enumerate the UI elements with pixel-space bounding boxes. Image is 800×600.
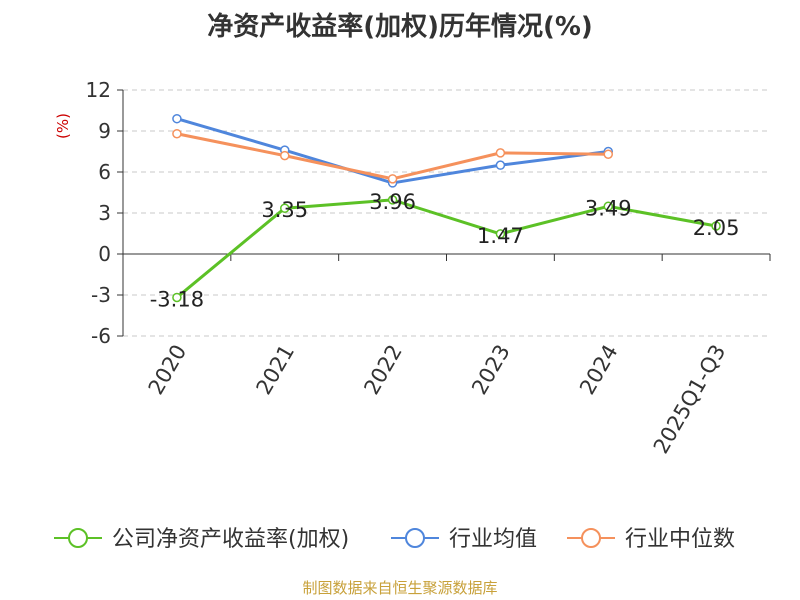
data-label: 2.05 — [693, 216, 740, 240]
legend-item-2[interactable]: 行业中位数 — [567, 527, 735, 552]
y-tick-label: 12 — [86, 78, 111, 102]
x-tick-label: 2021 — [252, 341, 300, 399]
x-tick-label: 2022 — [359, 341, 407, 399]
legend-item-1[interactable]: 行业均值 — [391, 527, 537, 552]
legend-label: 公司净资产收益率(加权) — [112, 527, 349, 552]
data-point[interactable] — [603, 201, 613, 212]
y-axis-label: (%) — [54, 113, 72, 139]
x-tick-label: 2025Q1-Q3 — [649, 341, 731, 458]
y-tick-label: 3 — [98, 201, 111, 225]
data-source-note: 制图数据来自恒生聚源数据库 — [302, 579, 498, 597]
series-line-0 — [175, 198, 717, 299]
y-tick-label: -6 — [91, 324, 111, 348]
data-point[interactable] — [280, 150, 290, 161]
y-tick-label: 9 — [98, 119, 111, 143]
data-label: 3.96 — [369, 190, 416, 214]
legend[interactable]: 公司净资产收益率(加权) 行业均值 行业中位数 — [54, 527, 735, 552]
legend-marker-icon — [405, 528, 425, 548]
data-label: -3.18 — [150, 287, 204, 311]
grid-lines — [123, 89, 770, 337]
data-label: 1.47 — [477, 224, 524, 248]
axes: 12 9 6 3 0 -3 -6 2020 2021 2022 2023 2024 2025Q1-Q3 — [86, 78, 771, 458]
data-label: 3.49 — [585, 196, 632, 220]
data-label: 3.35 — [261, 198, 308, 222]
legend-item-0[interactable]: 公司净资产收益率(加权) — [54, 527, 349, 552]
data-point[interactable] — [280, 203, 290, 213]
data-labels: -3.18 3.35 3.96 1.47 3.49 2.05 — [150, 190, 740, 312]
data-point[interactable] — [711, 221, 721, 231]
x-tick-label: 2023 — [467, 340, 515, 398]
legend-marker-icon — [68, 528, 88, 548]
series-line-1 — [176, 117, 609, 185]
x-tick-label: 2020 — [144, 341, 192, 399]
data-point[interactable] — [603, 149, 613, 159]
data-point[interactable] — [387, 195, 398, 205]
data-point[interactable] — [172, 292, 182, 303]
data-point[interactable] — [495, 160, 506, 170]
data-point[interactable] — [387, 174, 398, 184]
legend-label: 行业均值 — [449, 527, 537, 552]
data-point[interactable] — [172, 113, 182, 124]
y-tick-label: 6 — [98, 160, 111, 184]
data-point[interactable] — [495, 229, 506, 239]
y-tick-label: -3 — [91, 283, 111, 307]
x-tick-label: 2024 — [575, 341, 623, 399]
legend-marker-icon — [581, 528, 601, 548]
data-point[interactable] — [172, 128, 182, 139]
series-lines — [172, 113, 721, 303]
y-tick-label: 0 — [98, 242, 111, 266]
chart-title: 净资产收益率(加权)历年情况(%) — [207, 12, 593, 42]
data-point[interactable] — [495, 148, 506, 158]
legend-label: 行业中位数 — [625, 527, 735, 552]
